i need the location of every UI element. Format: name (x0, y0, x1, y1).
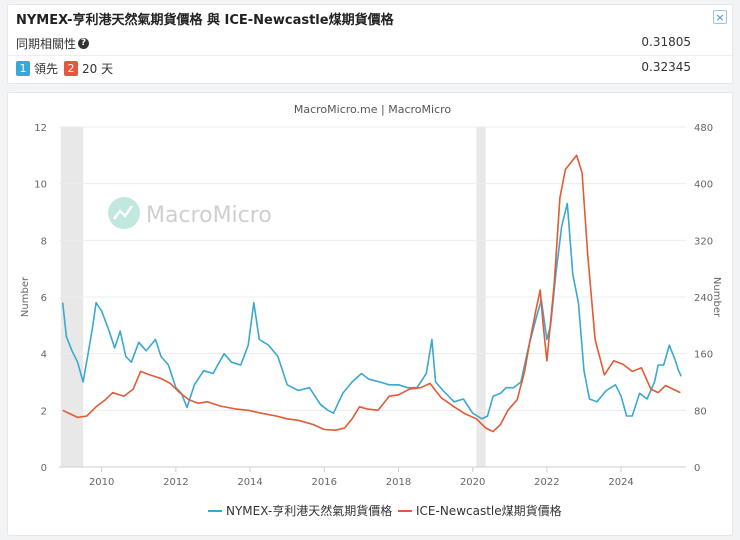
chart-title: NYMEX-亨利港天然氣期貨價格 與 ICE-Newcastle煤期貨價格 (16, 13, 394, 28)
correlation-label-text: 同期相關性 (16, 37, 77, 51)
lead-days: 20 天 (82, 62, 114, 76)
close-icon[interactable]: × (713, 10, 727, 24)
y-right-tick-label: 240 (694, 293, 713, 304)
y-right-tick-label: 80 (694, 406, 707, 417)
correlation-card: NYMEX-亨利港天然氣期貨價格 與 ICE-Newcastle煤期貨價格 × … (7, 4, 733, 84)
watermark-icon-line (113, 205, 134, 220)
lead-value: 0.32345 (641, 60, 691, 74)
legend-label-coal: ICE-Newcastle煤期貨價格 (416, 503, 562, 518)
correlation-row: 同期相關性 ? 0.31805 (8, 31, 732, 55)
x-tick-label: 2024 (608, 477, 633, 488)
y-left-tick-label: 12 (34, 123, 47, 134)
x-tick-label: 2010 (89, 477, 114, 488)
lead-label: 1 領先 2 20 天 (16, 60, 113, 77)
legend-label-gas: NYMEX-亨利港天然氣期貨價格 (226, 503, 392, 518)
y-right-tick-label: 320 (694, 236, 713, 247)
x-tick-label: 2012 (163, 477, 188, 488)
y-right-tick-label: 400 (694, 180, 713, 191)
y-right-axis-label: Number (711, 277, 722, 318)
y-left-tick-label: 4 (41, 350, 47, 361)
x-tick-label: 2016 (312, 477, 337, 488)
y-left-tick-label: 10 (34, 180, 47, 191)
x-tick-label: 2018 (386, 477, 411, 488)
lead-badge-2: 2 (64, 61, 79, 76)
watermark-text: MacroMicro (146, 203, 272, 228)
correlation-value: 0.31805 (641, 35, 691, 49)
x-tick-label: 2020 (460, 477, 485, 488)
x-tick-label: 2022 (534, 477, 559, 488)
help-icon[interactable]: ? (78, 38, 90, 49)
y-left-axis-label: Number (20, 276, 31, 317)
watermark-logo: MacroMicro (108, 197, 272, 229)
lead-row: 1 領先 2 20 天 0.32345 (8, 55, 732, 80)
line-chart: 0 2 4 6 8 10 12 0 80 160 240 320 400 480 2010 2012 2014 2… (20, 103, 722, 518)
lead-badge-1: 1 (16, 61, 30, 76)
y-right-tick-label: 0 (694, 463, 700, 474)
y-right-tick-label: 480 (694, 123, 713, 134)
x-tick-label: 2014 (237, 477, 262, 488)
y-left-tick-label: 8 (41, 236, 47, 247)
chart-card: 0 2 4 6 8 10 12 0 80 160 240 320 400 480 2010 2012 2014 2… (7, 92, 733, 536)
y-left-tick-label: 0 (41, 463, 47, 474)
y-right-tick-label: 160 (694, 350, 713, 361)
lead-label-text: 領先 (34, 62, 59, 76)
y-left-tick-label: 6 (41, 293, 47, 304)
watermark-icon (108, 197, 140, 229)
y-left-tick-label: 2 (41, 406, 47, 417)
series-line-gas (61, 202, 682, 420)
chart-subtitle: MacroMicro.me | MacroMicro (294, 103, 452, 116)
correlation-label: 同期相關性 ? (16, 35, 90, 52)
series-line-coal (62, 154, 681, 433)
